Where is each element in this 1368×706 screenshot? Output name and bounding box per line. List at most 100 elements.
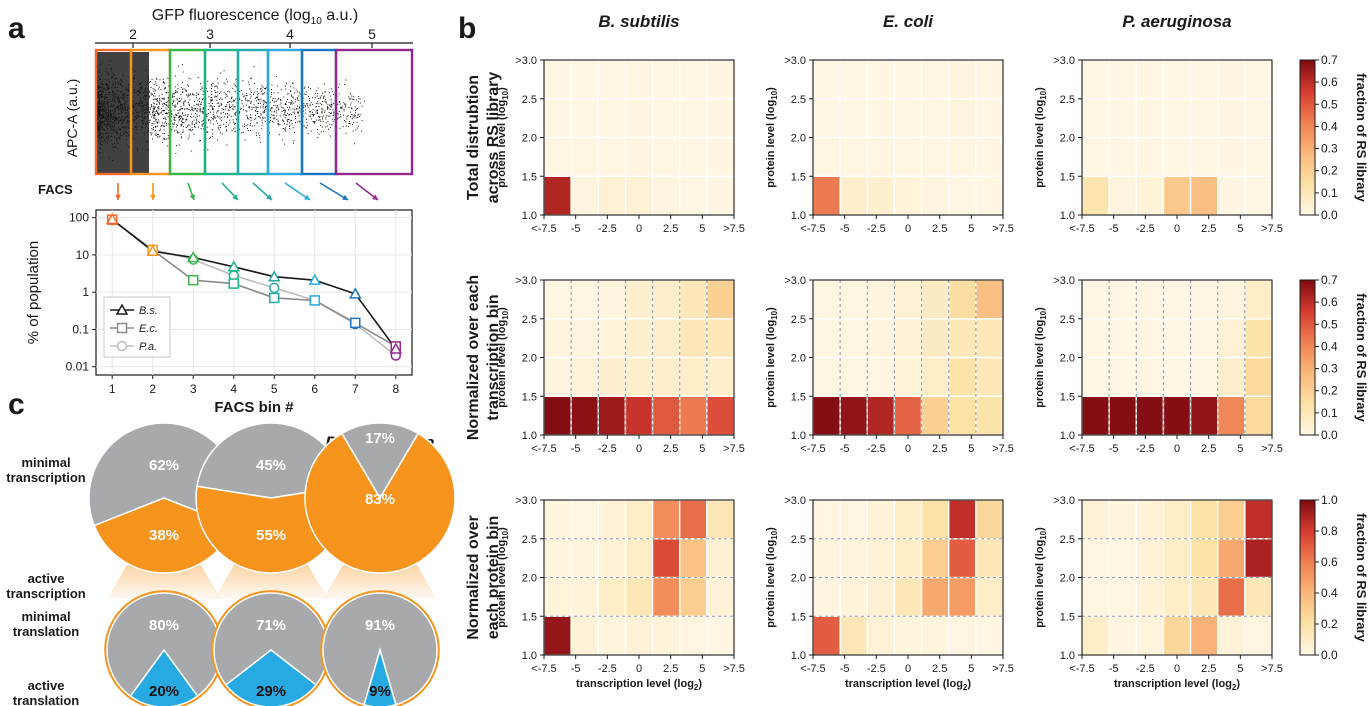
facs-arrowhead [342,194,348,200]
x-tick-label: -2.5 [867,223,886,235]
facs-arrowhead [232,194,238,200]
marker-square [116,322,128,334]
heatmap-cell [1162,318,1192,359]
heatmap-cell [948,279,977,320]
pie-charts: minimal transcription active transcription m… [6,422,456,706]
heatmap-cell [1244,318,1273,359]
heatmap-cell [1135,136,1165,177]
facs-arrowhead [150,194,156,200]
facs-gates [94,48,414,176]
pie-group: E. coli45%55%71%29% [195,422,347,706]
x-tick-label: 1 [109,382,116,396]
colorbar-tick-label: 0.5 [1321,97,1338,111]
heatmap-cell [948,576,977,617]
heatmap-cell [948,175,977,216]
heatmap-cell [706,395,735,436]
heatmap-cell [839,98,868,139]
heatmap: <-7.5 -5 -2.5 0 2.5 5 >7.5 1.0 1.5 2.0 2.5 >3.0 prot… [496,275,745,455]
pie-slice-active-transcription [304,432,456,574]
pie-group: P. aeruginosa17%83%91%9% [304,422,456,706]
y-tick-label: 2.5 [1060,314,1075,326]
colorbar-tick-label: 0.6 [1321,555,1338,569]
heatmap-cell [1135,279,1165,320]
pie-label-active-translation: 9% [369,683,391,700]
heatmap-cell [1162,136,1192,177]
label-active-translation: active translation [13,678,80,706]
heatmap-cell [812,499,841,540]
heatmap-cell [1135,175,1165,216]
facs-arrowhead [266,194,272,200]
heatmap: <-7.5 -5 -2.5 0 2.5 5 >7.5 1.0 1.5 2.0 2.5 >3.0 prot… [496,55,745,235]
pie-label-minimal-translation: 91% [365,617,395,634]
heatmap-cell [812,175,841,216]
pie-label-minimal-transcription: 62% [149,457,179,474]
heatmap-cell [651,175,681,216]
scatter-cloud [97,52,365,174]
heatmap-cell [679,59,708,100]
colorbar: 0.0 0.2 0.4 0.6 0.8 1.0 fraction of RS library [1299,493,1368,662]
heatmap-cell [1162,279,1192,320]
x-tick-label: <-7.5 [1069,223,1094,235]
colorbar-tick-label: 0.3 [1321,142,1338,156]
y-tick-label: >3.0 [515,55,537,67]
marker-square [228,278,239,289]
heatmap-cell [812,356,841,397]
heatmap-cell [679,175,708,216]
heatmap-cell [839,136,868,177]
heatmap-cell [948,59,977,100]
heatmap-cell [1189,175,1219,216]
heatmap-cell [624,576,654,617]
line-legend: B.s. E.c. P.a. [103,296,171,358]
y-tick-label: >3.0 [1053,55,1075,67]
colorbar-gradient [1299,279,1316,436]
gfp-tick-label: 2 [129,26,137,42]
y-tick-label: 1.5 [791,391,806,403]
heatmap-cell [1162,615,1192,656]
y-tick-label: >3.0 [784,275,806,287]
heatmap-cell [893,279,923,320]
heatmap-cell [597,136,627,177]
marker-square [309,295,321,306]
heatmap-cell [1189,576,1219,617]
heatmap-cell [1189,499,1219,540]
heatmap-cell [597,395,627,436]
heatmap-cell [543,356,572,397]
x-tick-label: -2.5 [598,663,617,675]
heatmap-cell [543,59,572,100]
y-tick-label: 1.0 [522,210,537,222]
x-tick-label: >7.5 [992,663,1014,675]
heatmap-cell [839,356,868,397]
heatmap-cell [706,59,735,100]
heatmap-cell [651,136,681,177]
facs-gate-8 [334,48,414,176]
heatmap-cell [1217,576,1246,617]
heatmap-cell [975,318,1004,359]
heatmap-cell [1081,279,1110,320]
heatmap-cell [679,615,708,656]
heatmap-cell [597,59,627,100]
heatmap-cell [920,615,950,656]
heatmap-cell [597,318,627,359]
heatmap-cell [948,318,977,359]
series-line-E.c. [111,219,397,348]
pie-label-active-translation: 20% [149,683,179,700]
heatmap-cell [1244,395,1273,436]
colorbar-tick-label: 0.3 [1321,362,1338,376]
x-tick-label: 3 [190,382,197,396]
heatmap-cell [1135,395,1165,436]
heatmap-cell [866,356,896,397]
x-axis-title: transcription level (log2) [576,678,702,692]
heatmap-cell [812,59,841,100]
heatmap-cell [706,499,735,540]
heatmap-cell [706,356,735,397]
heatmap-cell [1081,538,1110,579]
x-tick-label: 5 [1237,663,1243,675]
heatmap-cell [920,499,950,540]
gfp-tick-label: 3 [206,26,214,42]
marker-triangle [308,273,322,285]
y-tick-label: 2.0 [522,573,537,585]
facs-arrowhead [115,194,121,200]
heatmap-cell [679,538,708,579]
heatmap-cell [570,576,599,617]
colorbar-tick-label: 0.0 [1321,428,1338,442]
